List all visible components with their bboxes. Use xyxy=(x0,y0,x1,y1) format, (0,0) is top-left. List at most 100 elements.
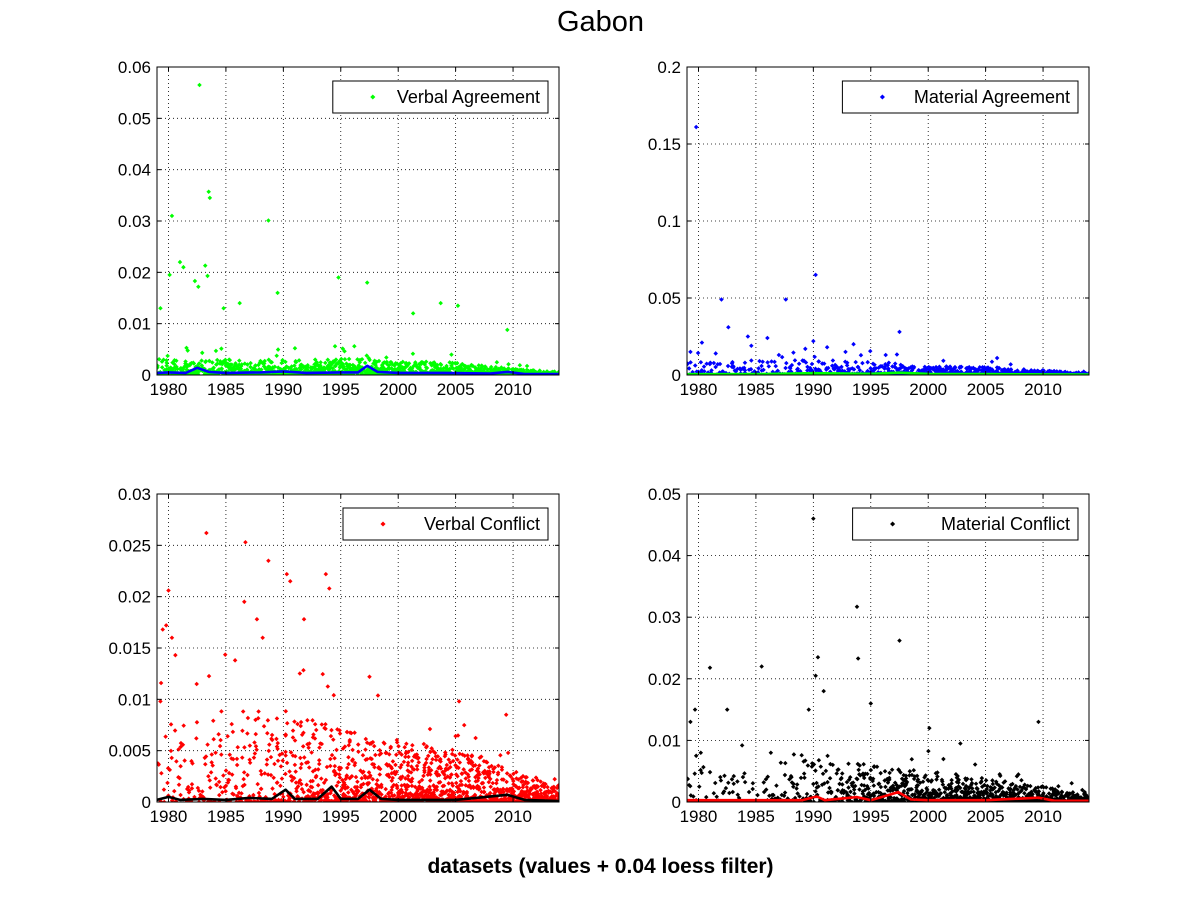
data-point xyxy=(439,792,445,798)
data-point xyxy=(334,783,339,789)
data-point xyxy=(319,776,324,781)
data-point xyxy=(165,353,170,359)
data-point xyxy=(328,763,333,769)
data-point xyxy=(172,728,178,733)
data-point xyxy=(181,723,186,728)
data-point xyxy=(825,753,830,759)
data-point xyxy=(912,792,917,797)
data-point xyxy=(776,352,782,358)
data-point xyxy=(813,789,818,794)
data-point xyxy=(843,349,848,355)
data-point xyxy=(337,775,343,780)
data-point xyxy=(708,360,713,365)
data-point xyxy=(312,722,318,727)
data-point xyxy=(428,787,433,793)
data-point xyxy=(172,362,177,367)
data-point xyxy=(379,782,384,788)
data-point xyxy=(178,792,183,798)
data-point xyxy=(887,775,892,781)
data-point xyxy=(718,778,724,783)
data-point xyxy=(433,771,439,776)
data-point xyxy=(834,771,839,776)
data-point xyxy=(784,360,789,366)
data-point xyxy=(403,754,408,760)
data-point xyxy=(422,768,427,773)
data-point xyxy=(452,753,458,758)
data-point xyxy=(739,743,745,748)
data-point xyxy=(520,779,526,784)
data-point xyxy=(275,746,280,752)
data-point xyxy=(389,360,394,365)
data-point xyxy=(813,768,818,773)
data-point xyxy=(1046,791,1052,796)
data-point xyxy=(941,756,946,762)
data-point xyxy=(1066,791,1072,796)
data-point xyxy=(712,780,718,786)
data-point xyxy=(290,728,296,733)
data-point xyxy=(175,366,180,372)
data-point xyxy=(909,368,915,373)
data-point xyxy=(267,742,272,747)
data-point xyxy=(360,753,366,758)
data-point xyxy=(872,362,877,368)
data-point xyxy=(453,780,459,786)
data-point xyxy=(292,363,297,368)
data-point xyxy=(1041,785,1046,790)
data-point xyxy=(419,793,425,798)
data-point xyxy=(259,367,264,372)
data-point xyxy=(290,735,296,740)
data-point xyxy=(309,750,314,755)
data-point xyxy=(524,363,530,369)
data-point xyxy=(159,365,165,370)
data-point xyxy=(355,779,360,785)
data-point xyxy=(342,348,347,354)
data-point xyxy=(272,761,277,767)
data-point xyxy=(506,361,511,367)
data-point xyxy=(1022,791,1027,796)
data-point xyxy=(491,769,496,775)
data-point xyxy=(815,654,821,660)
data-point xyxy=(401,759,407,765)
data-point xyxy=(806,707,812,712)
data-point xyxy=(490,780,496,786)
data-point xyxy=(469,754,475,759)
data-point xyxy=(878,770,883,776)
data-point xyxy=(281,794,286,800)
data-point xyxy=(272,364,278,370)
data-point xyxy=(858,352,864,358)
data-point xyxy=(370,739,376,745)
data-point xyxy=(448,764,453,770)
data-point xyxy=(291,775,297,781)
data-point xyxy=(331,360,336,365)
data-point xyxy=(443,752,448,757)
data-point xyxy=(857,787,862,792)
data-point xyxy=(304,782,309,788)
data-point xyxy=(239,362,244,367)
data-point xyxy=(811,338,816,344)
data-point xyxy=(183,359,188,364)
data-point xyxy=(314,360,320,365)
data-point xyxy=(369,756,374,762)
data-point xyxy=(433,362,439,368)
y-tick-label: 0 xyxy=(672,366,681,385)
x-tick-label: 2005 xyxy=(437,807,475,826)
data-point xyxy=(367,774,373,780)
data-point xyxy=(253,731,259,737)
data-point xyxy=(168,722,174,727)
legend-box xyxy=(342,507,549,541)
data-point xyxy=(196,284,201,289)
data-point xyxy=(298,765,303,771)
data-point xyxy=(230,729,236,735)
data-point xyxy=(713,364,718,370)
data-point xyxy=(699,340,705,345)
data-point xyxy=(180,366,186,371)
data-point xyxy=(691,794,696,799)
data-point xyxy=(373,797,378,802)
data-point xyxy=(505,366,511,372)
data-point xyxy=(511,789,517,794)
data-point xyxy=(352,760,358,766)
data-point xyxy=(362,360,368,366)
data-point xyxy=(472,792,478,798)
data-point xyxy=(260,635,265,640)
